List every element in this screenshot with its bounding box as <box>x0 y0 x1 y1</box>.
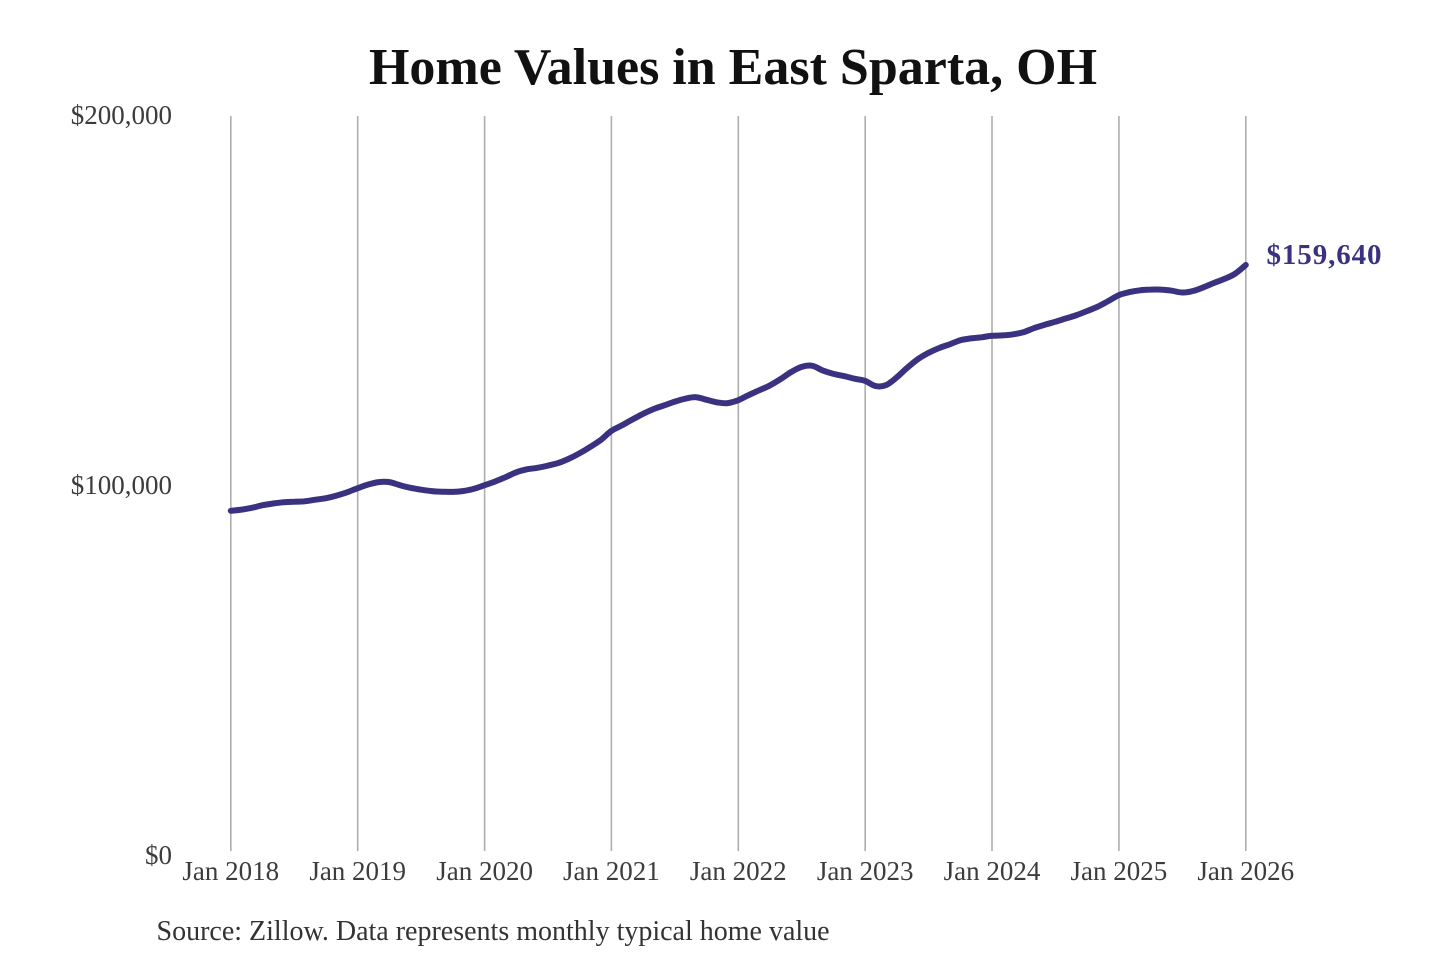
svg-text:Jan 2020: Jan 2020 <box>436 856 533 886</box>
svg-text:Jan 2025: Jan 2025 <box>1071 856 1168 886</box>
svg-text:Source: Zillow. Data represent: Source: Zillow. Data represents monthly … <box>157 916 830 947</box>
svg-text:Jan 2022: Jan 2022 <box>690 856 787 886</box>
svg-text:$100,000: $100,000 <box>71 470 172 500</box>
svg-text:Jan 2026: Jan 2026 <box>1197 856 1294 886</box>
svg-text:$0: $0 <box>145 840 172 870</box>
svg-text:Jan 2021: Jan 2021 <box>563 856 660 886</box>
svg-text:Home Values in East Sparta, OH: Home Values in East Sparta, OH <box>369 39 1097 96</box>
svg-text:Jan 2019: Jan 2019 <box>309 856 406 886</box>
svg-text:$159,640: $159,640 <box>1267 239 1383 271</box>
svg-text:Jan 2018: Jan 2018 <box>182 856 279 886</box>
svg-text:Jan 2023: Jan 2023 <box>817 856 914 886</box>
svg-text:$200,000: $200,000 <box>71 100 172 130</box>
svg-text:Jan 2024: Jan 2024 <box>944 856 1041 886</box>
